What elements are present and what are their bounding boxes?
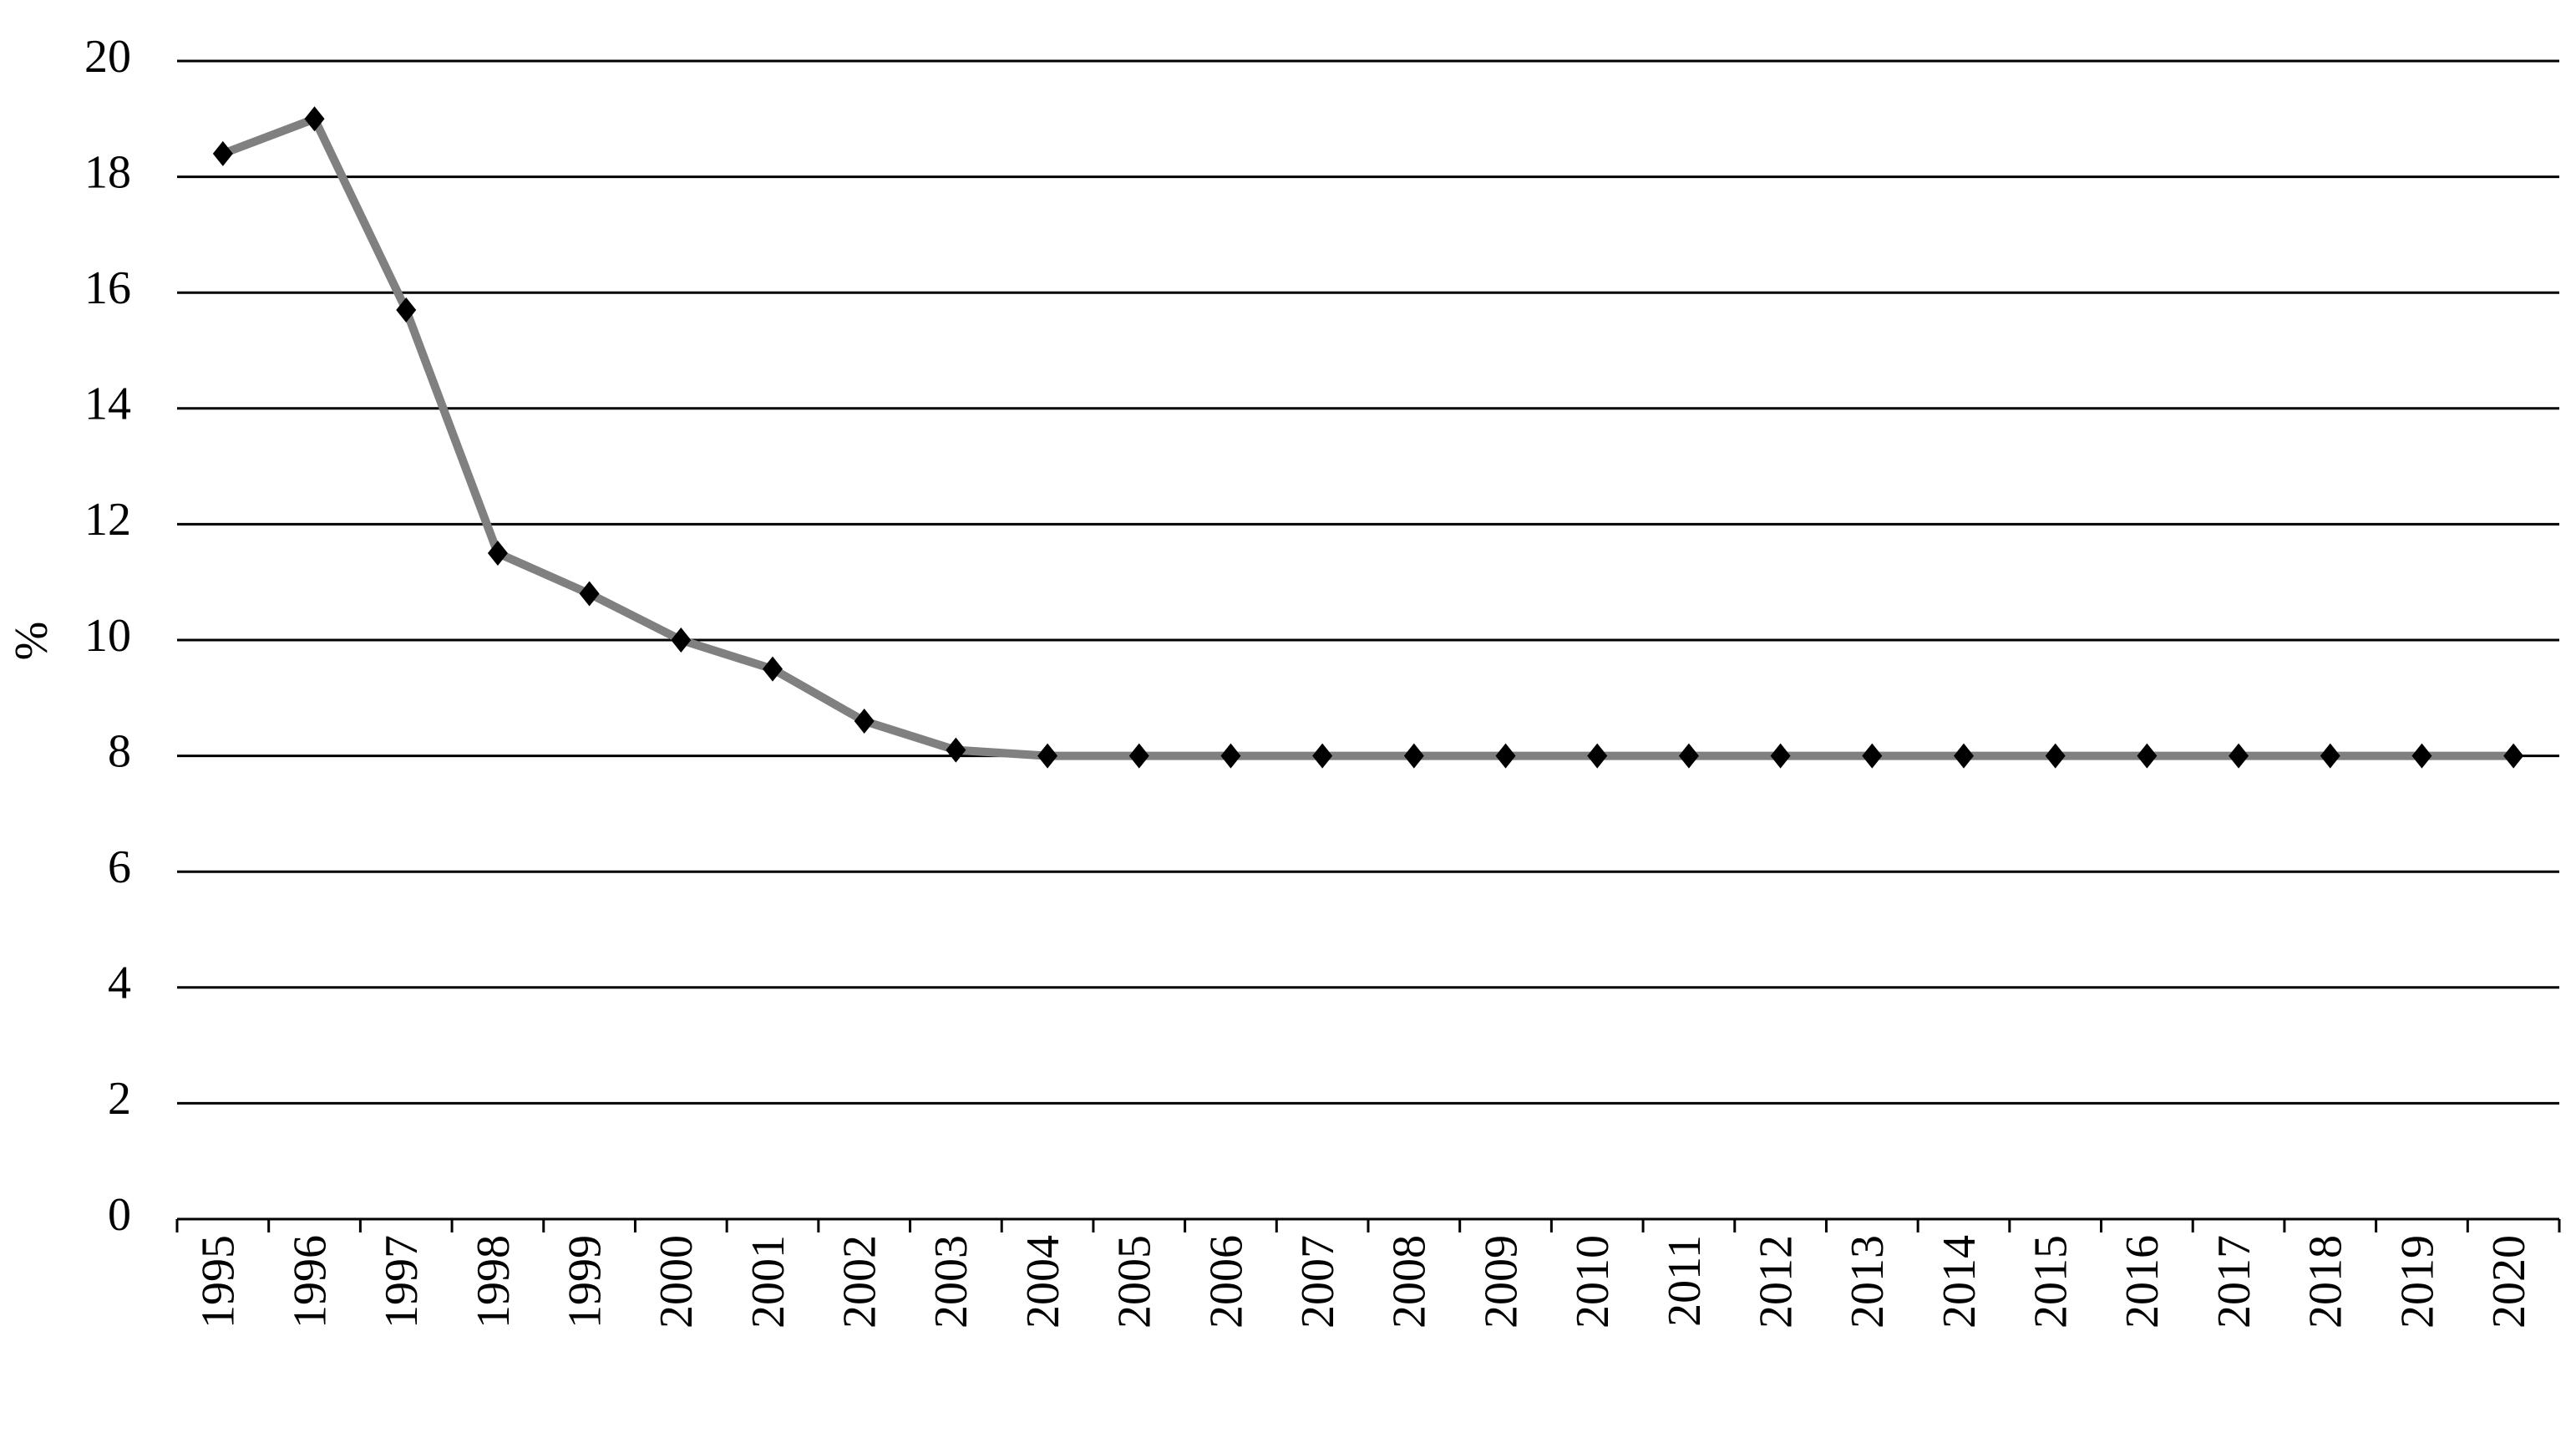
x-tick-label: 1995 [193,1235,245,1329]
x-tick-label: 1996 [284,1235,336,1329]
marker [304,106,325,132]
x-tick-label: 2018 [2300,1235,2352,1329]
x-tick-label: 2015 [2026,1235,2077,1329]
x-tick-label: 2014 [1934,1235,1985,1329]
y-tick-label: 0 [108,1189,131,1241]
x-tick-label: 2019 [2391,1235,2443,1329]
marker [1678,743,1699,769]
x-tick-label: 1999 [559,1235,611,1329]
marker [946,737,966,763]
x-tick-label: 2002 [834,1235,886,1329]
y-tick-label: 16 [84,262,131,314]
marker [2045,743,2066,769]
x-tick-label: 2005 [1109,1235,1161,1329]
marker [396,297,417,323]
marker [2503,743,2524,769]
x-tick-label: 2009 [1475,1235,1527,1329]
marker [2137,743,2158,769]
y-tick-label: 2 [108,1073,131,1125]
line [221,114,2514,760]
x-tick-label: 2008 [1384,1235,1436,1329]
y-tick-label: 18 [84,146,131,198]
x-tick-label: 2001 [743,1235,794,1329]
x-tick-label: 2000 [651,1235,702,1329]
x-tick-label: 2004 [1017,1235,1069,1329]
marker [763,656,783,682]
y-tick-label: 10 [84,610,131,662]
marker [1495,743,1516,769]
marker [1954,743,1974,769]
x-tick-label: 2013 [1842,1235,1894,1329]
y-axis-label: % [6,622,58,661]
marker [1037,743,1058,769]
marker [2411,743,2432,769]
marker [1312,743,1333,769]
y-tick-label: 4 [108,958,131,1009]
x-tick-label: 2016 [2117,1235,2168,1329]
marker [1587,743,1608,769]
marker [212,140,233,166]
marker [671,628,692,653]
y-tick-label: 14 [84,379,131,430]
marker [1770,743,1791,769]
x-tick-label: 2006 [1200,1235,1252,1329]
y-tick-label: 20 [84,31,131,83]
x-tick-label: 2011 [1659,1235,1711,1327]
marker [1403,743,1424,769]
marker [487,541,508,567]
marker [579,581,600,607]
marker [1862,743,1883,769]
x-tick-label: 2007 [1292,1235,1344,1329]
x-tick-label: 2017 [2208,1235,2260,1329]
y-tick-label: 12 [84,494,131,546]
marker [854,709,875,734]
marker [1128,743,1149,769]
marker [1220,743,1241,769]
x-tick-label: 2010 [1567,1235,1619,1329]
marker [2229,743,2249,769]
x-tick-label: 1997 [376,1235,428,1329]
y-tick-label: 6 [108,841,131,893]
x-tick-label: 2012 [1750,1235,1802,1329]
x-tick-label: 2020 [2483,1235,2535,1329]
x-tick-label: 1998 [468,1235,520,1329]
x-tick-label: 2003 [925,1235,977,1329]
y-tick-label: 8 [108,725,131,777]
marker [2320,743,2340,769]
